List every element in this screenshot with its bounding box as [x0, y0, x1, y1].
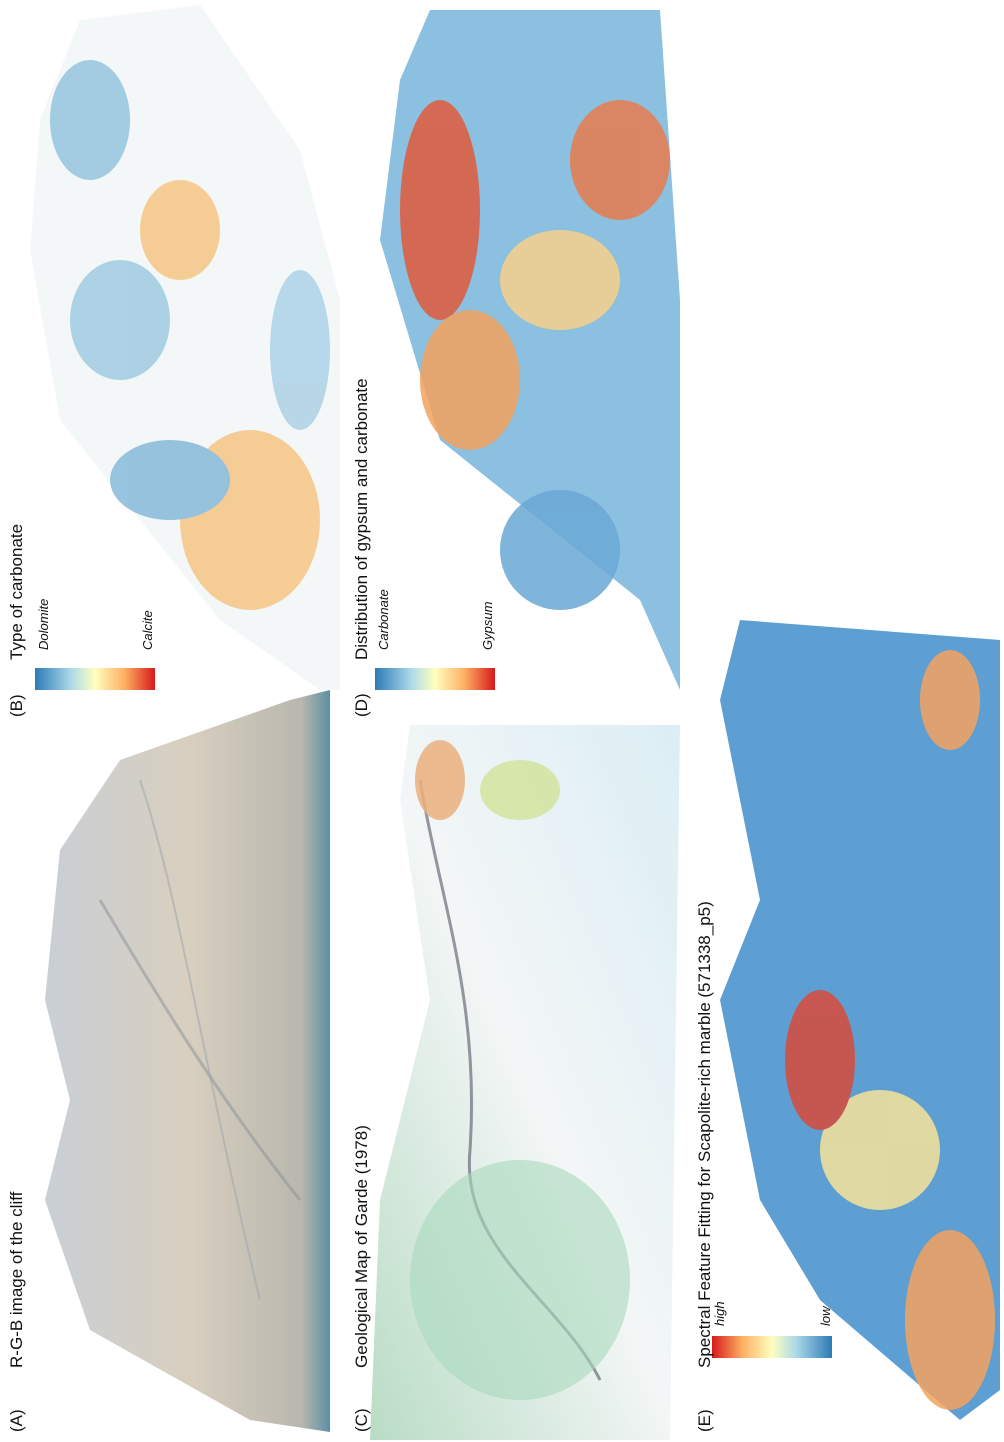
colorbar: [35, 668, 155, 690]
panel-label: (A): [7, 1409, 26, 1432]
map-unit: [415, 740, 465, 820]
colorbar-label: Gypsum: [480, 601, 495, 650]
map-unit: [410, 1160, 630, 1400]
panel-title: R-G-B image of the cliff: [7, 1191, 26, 1368]
colorbar-label: Carbonate: [376, 589, 391, 650]
page: {"panels": [ {"label": "(A)", "title": "…: [0, 0, 1004, 1442]
rgb-image: [45, 690, 330, 1432]
panel-title: Type of carbonate: [7, 524, 26, 660]
panel-title: Spectral Feature Fitting for Scapolite-r…: [695, 901, 714, 1368]
colorbar-label: high: [712, 1301, 727, 1326]
panel-label: (C): [352, 1408, 371, 1432]
figure: (A) R-G-B image of the cliff (B) Type of…: [0, 0, 1004, 1442]
colorbar: [712, 1336, 832, 1358]
colorbar-label: Dolomite: [36, 599, 51, 650]
panel-label: (B): [7, 694, 26, 717]
panel-title: Distribution of gypsum and carbonate: [352, 378, 371, 660]
colorbar: [375, 668, 495, 690]
colorbar-label: Calcite: [140, 610, 155, 650]
colorbar-label: low: [818, 1305, 833, 1326]
panel-label: (E): [695, 1409, 714, 1432]
map-unit: [480, 760, 560, 820]
panel-label: (D): [352, 693, 371, 717]
panel-title: Geological Map of Garde (1978): [352, 1125, 371, 1368]
